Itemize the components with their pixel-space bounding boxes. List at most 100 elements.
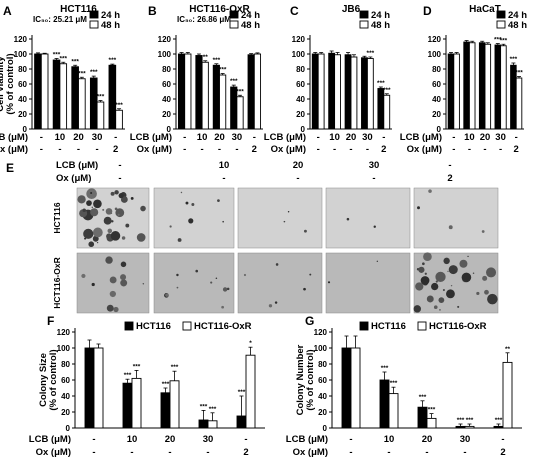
y-tick-label: 120 [428,35,442,44]
bar [207,420,218,429]
bar [122,382,133,429]
ox-value: - [77,144,80,155]
bar [177,53,186,130]
bar [344,54,352,130]
legend-swatch [229,10,239,19]
colony-dot [435,280,438,283]
colony-dot [420,276,430,285]
colony-dot [413,305,422,313]
colony-dot [142,283,145,285]
colony-dot [443,257,450,265]
panel-letter: D [423,4,432,18]
ox-value: 2 [447,173,452,184]
ox-value: - [333,144,336,155]
ox-value: 2 [243,447,248,458]
lcb-value: 30 [460,434,471,445]
colony-dot [426,295,434,303]
y-tick-label: 20 [432,110,441,119]
chart-title: HaCaT [469,4,501,15]
colony-dot [114,190,119,195]
colony-dot [268,304,273,308]
colony-dot [84,237,87,240]
legend-swatch [89,20,99,29]
lcb-label: LCB (μM) [0,132,28,143]
bar [198,419,209,429]
y-tick-label: 120 [14,35,28,44]
y-tick-label: 80 [432,65,441,74]
lcb-value: - [349,434,352,445]
colony-dot [275,263,279,266]
colony-dot [215,277,218,280]
significance-label: *** [466,417,474,424]
colony-dot [118,193,124,199]
panel-letter: E [6,161,14,175]
lcb-value: - [448,160,451,171]
lcb-value: 30 [92,132,103,143]
bar [236,415,247,429]
colony-dot [274,301,278,304]
y-tick-label: 0 [167,125,172,134]
colony-dot [226,287,230,291]
colony-dot [107,228,113,234]
row-label: HCT116 [52,202,62,233]
legend-label: 24 h [241,10,260,21]
legend-label: 24 h [101,10,120,21]
lcb-label: LCB (μM) [400,132,442,143]
lcb-value: 20 [346,132,357,143]
colony-dot [103,216,112,225]
significance-label: *** [90,69,98,76]
colony-dot [439,309,441,311]
ox-value: - [92,447,95,458]
significance-label: *** [495,417,503,424]
bar [417,406,428,429]
lcb-value: 30 [362,132,373,143]
ox-label: Ox (μM) [137,144,172,155]
lcb-value: - [118,160,121,171]
ox-value: - [463,447,466,458]
colony-dot [111,220,114,223]
colony-dot [428,189,432,193]
lcb-value: 10 [55,132,66,143]
colony-dot [446,289,455,299]
y-tick-label: 40 [18,95,27,104]
colony-dot [106,304,114,312]
lcb-value: - [244,434,247,445]
lcb-value: - [92,434,95,445]
colony-dot [105,208,113,215]
bar [212,64,220,130]
lcb-value: 20 [214,132,225,143]
bar [78,78,86,130]
significance-label: *** [115,102,123,109]
bar [464,425,475,429]
bar [89,77,98,130]
y-tick-label: 0 [66,424,71,433]
lcb-value: - [515,132,518,143]
bar [334,54,341,130]
colony-dot [88,241,95,248]
legend-label: 48 h [101,20,120,31]
ox-value: - [206,447,209,458]
colony-dot [457,305,460,308]
colony-dot [120,279,128,287]
ox-value: - [130,447,133,458]
significance-label: *** [381,365,389,372]
chart-title: HCT116 [60,4,97,15]
ox-value: - [96,144,99,155]
colony-dot [486,267,497,278]
lcb-value: 20 [165,434,176,445]
colony-dot [93,199,102,209]
colony-dot [180,191,183,194]
ic50-label: IC₅₀: 26.86 μM [177,15,231,24]
colony-dot [117,213,120,216]
ox-value: - [372,173,375,184]
bar [383,94,391,130]
colony-dot [450,284,453,287]
colony-dot [96,242,99,244]
colony-dot [435,271,446,282]
colony-dot [86,200,92,206]
significance-label: *** [124,372,132,379]
y-tick-label: 100 [314,344,328,353]
y-tick-label: 100 [292,50,306,59]
legend-swatch [417,321,427,331]
lcb-value: - [501,434,504,445]
